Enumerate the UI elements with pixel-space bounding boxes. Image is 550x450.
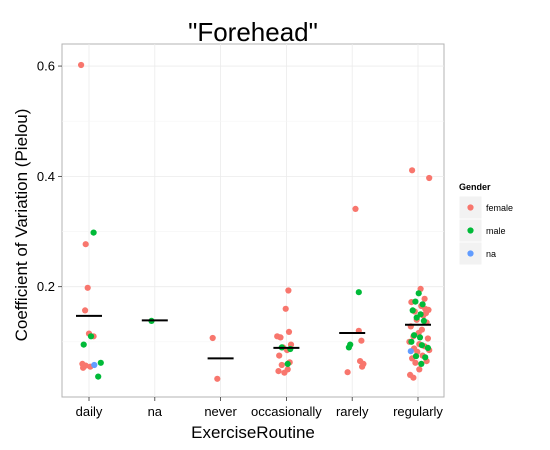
data-point-female [352, 205, 359, 212]
y-axis: 0.2 0.4 0.6 [37, 59, 62, 294]
x-tick-label: regularly [393, 404, 443, 419]
data-point-male [409, 307, 416, 314]
data-point-male [87, 333, 95, 340]
data-point-male [415, 290, 422, 297]
data-point-male [416, 334, 424, 341]
data-point-female [82, 307, 89, 314]
x-axis-title: ExerciseRoutine [191, 423, 315, 442]
median-lines [76, 314, 431, 360]
data-point-female [416, 366, 423, 373]
data-point-female [344, 369, 351, 376]
data-point-female [359, 363, 366, 370]
data-point-female [275, 368, 282, 375]
y-tick-label: 0.6 [37, 59, 55, 74]
legend-swatch-na [467, 250, 474, 257]
data-point-female [78, 61, 85, 69]
data-point-female [214, 375, 221, 382]
data-point-male [355, 289, 362, 296]
data-point-female [82, 241, 89, 248]
data-point-male [419, 301, 426, 308]
data-point-female [84, 284, 91, 291]
x-tick-label: never [204, 404, 237, 419]
grid-lines [62, 44, 444, 397]
legend-label: na [486, 249, 496, 259]
data-points [78, 61, 433, 382]
data-point-male [412, 298, 419, 305]
legend: Gender female male na [458, 182, 513, 266]
x-tick-label: occasionally [251, 404, 322, 419]
data-point-male [424, 344, 431, 351]
data-point-female [409, 167, 416, 174]
chart-title: "Forehead" [188, 17, 318, 47]
x-tick-label: na [148, 404, 163, 419]
data-point-male [418, 360, 425, 367]
data-point-male [418, 342, 425, 349]
data-point-male [422, 354, 429, 361]
data-point-female [358, 337, 365, 344]
data-point-male [287, 345, 294, 353]
data-point-male [411, 332, 418, 339]
data-point-female [209, 334, 216, 342]
data-point-female [426, 174, 433, 182]
x-tick-label: daily [76, 404, 103, 419]
data-point-na [91, 361, 98, 369]
legend-swatch-male [467, 227, 474, 234]
data-point-female [282, 305, 289, 312]
x-tick-label: rarely [336, 404, 369, 419]
legend-label: female [486, 203, 513, 213]
data-point-male [408, 338, 415, 345]
data-point-male [97, 359, 104, 366]
data-point-female [424, 335, 431, 342]
data-point-female [410, 374, 417, 381]
legend-title: Gender [459, 182, 491, 192]
x-axis: daily na never occasionally rarely regularly [76, 397, 443, 419]
data-point-female [421, 295, 428, 302]
data-point-female [285, 328, 293, 335]
y-axis-title: Coefficient of Variation (Pielou) [12, 109, 31, 342]
data-point-male [412, 353, 420, 360]
data-point-male [95, 373, 102, 380]
data-point-male [80, 341, 87, 348]
data-point-female [277, 334, 284, 341]
data-point-male [413, 314, 420, 321]
data-point-female [281, 369, 288, 376]
data-point-female [276, 352, 283, 359]
data-point-female [285, 287, 292, 294]
data-point-na [407, 348, 414, 355]
legend-swatch-female [467, 204, 474, 211]
data-point-female [412, 359, 419, 366]
data-point-female [278, 361, 285, 369]
data-point-male [284, 360, 291, 367]
data-point-male [90, 229, 97, 236]
data-point-male [345, 344, 352, 351]
data-point-male [420, 317, 427, 324]
y-tick-label: 0.2 [37, 279, 55, 294]
data-point-female [80, 364, 87, 371]
legend-label: male [486, 226, 506, 236]
y-tick-label: 0.4 [37, 169, 55, 184]
plot-panel [61, 43, 445, 398]
